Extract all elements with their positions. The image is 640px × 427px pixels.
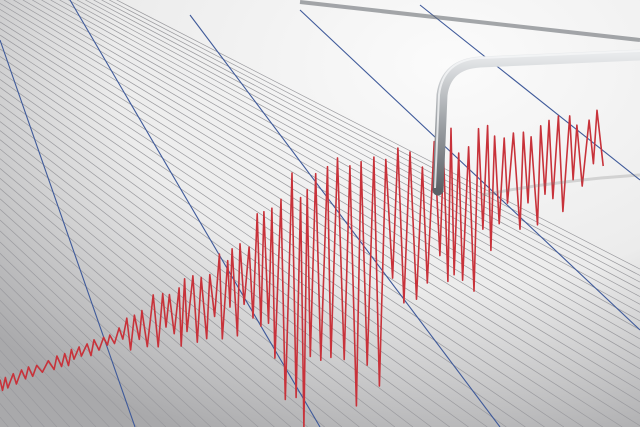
grid-line	[0, 198, 259, 427]
blue-guide-line	[0, 39, 136, 427]
grid-line	[0, 95, 451, 427]
grid-line	[101, 0, 640, 283]
grid-line	[0, 241, 196, 427]
grid-line	[0, 71, 507, 427]
grid-line	[0, 178, 292, 427]
grid-line	[0, 158, 325, 427]
grid-line	[68, 0, 640, 313]
grid-line	[0, 337, 83, 427]
grid-line	[0, 130, 378, 427]
grid-line	[76, 0, 640, 305]
grid-line	[0, 41, 584, 427]
grid-line	[22, 0, 640, 359]
grid-line	[0, 15, 640, 414]
grid-line	[0, 253, 181, 427]
grid-line	[0, 230, 212, 427]
grid-line	[0, 112, 414, 427]
grid-line	[0, 21, 640, 427]
grid-line	[0, 324, 97, 427]
grid-line	[0, 403, 21, 427]
grid-line	[0, 121, 396, 427]
grid-line	[0, 188, 275, 427]
needle-arm	[299, 0, 640, 197]
seismic-trace	[0, 109, 604, 427]
grid-line	[85, 0, 640, 297]
grid-line	[0, 79, 488, 427]
grid-line	[109, 0, 640, 276]
blue-guide-line	[69, 0, 321, 427]
grid-line	[0, 389, 33, 427]
grid-line	[50, 0, 640, 331]
grid-line	[0, 209, 243, 427]
grid-line	[0, 139, 360, 427]
grid-line	[0, 350, 70, 427]
grid-line	[0, 363, 58, 427]
grid-line	[41, 0, 640, 340]
grid-line	[32, 0, 640, 349]
grid-line	[59, 0, 640, 322]
grid-line	[0, 3, 640, 391]
grid-line	[93, 0, 640, 290]
grid-line	[116, 0, 640, 270]
grid-line	[0, 219, 227, 427]
grid-line	[0, 416, 9, 427]
grid-line	[0, 87, 469, 427]
grid-line	[0, 28, 623, 427]
blue-guide-line	[189, 14, 501, 427]
grid-line	[0, 103, 432, 427]
grid-line	[0, 264, 167, 427]
blue-guide-line	[419, 4, 640, 181]
grid-line	[0, 287, 138, 427]
grid-line	[0, 9, 640, 403]
